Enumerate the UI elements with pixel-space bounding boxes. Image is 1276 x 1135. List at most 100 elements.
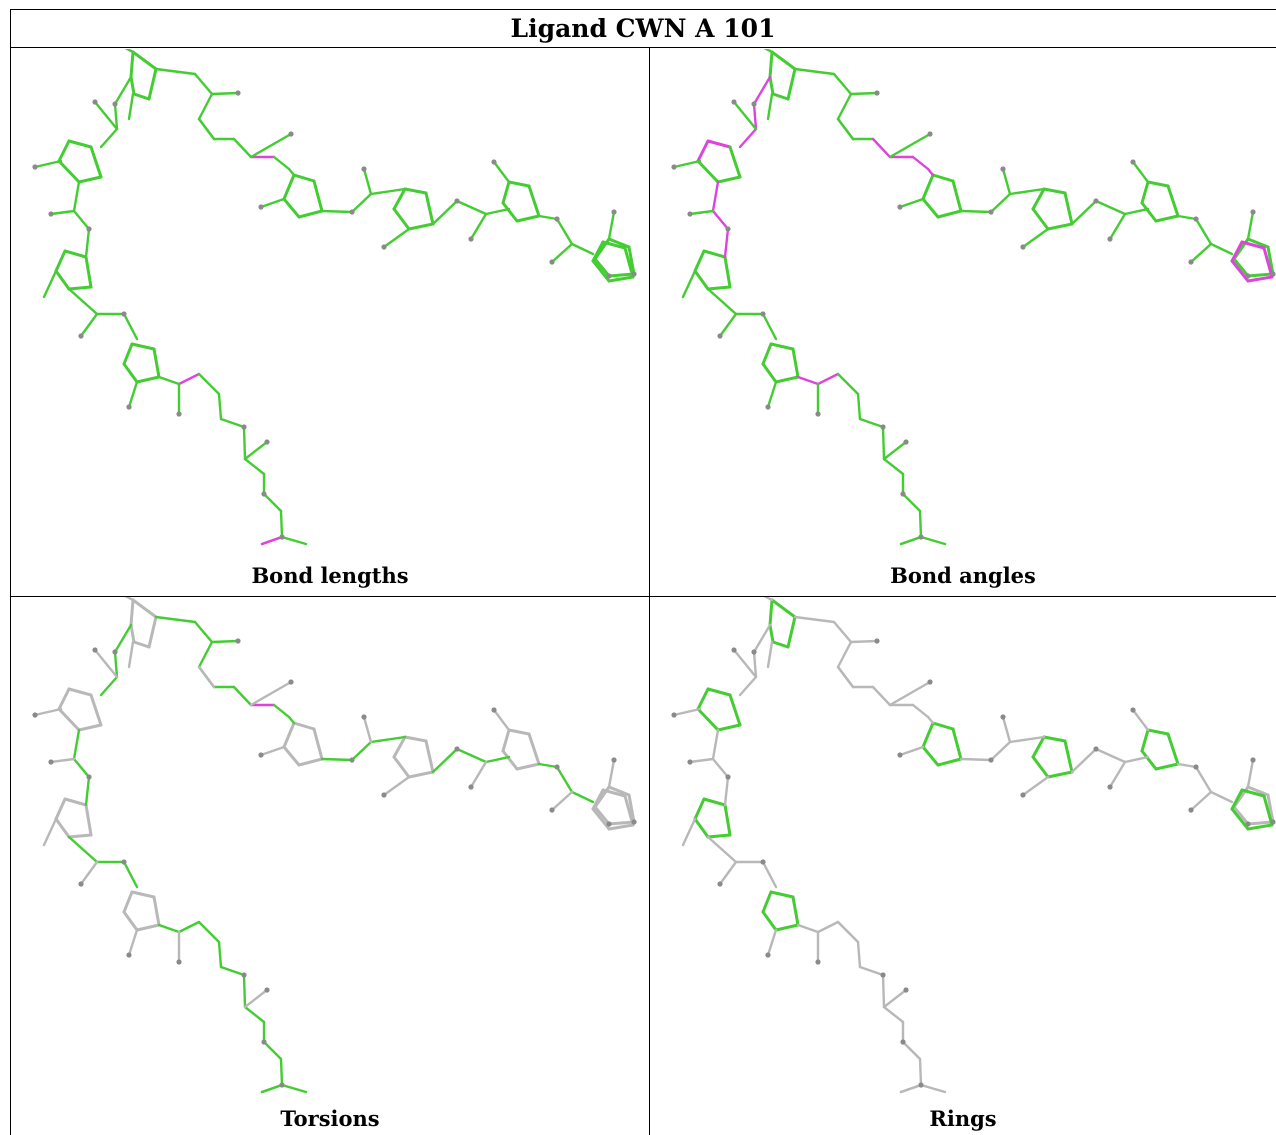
- bond-S14-0: [1108, 212, 1127, 241]
- atom-13: [1107, 236, 1113, 242]
- bond-R9-4: [591, 788, 605, 811]
- bond-R8-2: [607, 272, 636, 278]
- bond-L3-2: [122, 860, 139, 889]
- bond-R9-1: [1262, 794, 1274, 827]
- bond-R2-0: [706, 139, 732, 149]
- bond-S5-0: [681, 817, 697, 847]
- table-frame: [10, 9, 1276, 1135]
- bond-L0-1: [832, 620, 853, 644]
- bond-L4-0: [197, 640, 214, 669]
- bond-R9-2: [1246, 823, 1274, 831]
- bond-R6-3: [1031, 207, 1050, 231]
- bond-S15-0: [1131, 160, 1150, 184]
- bond-CL-0: [796, 923, 820, 934]
- panel-bond-lengths: Bond lengths: [11, 49, 649, 596]
- bond-R9-0: [1240, 240, 1266, 250]
- bond-R2-1: [728, 693, 742, 727]
- bond-R3-3: [54, 817, 71, 839]
- bond-L3-2: [761, 312, 778, 341]
- bond-S4-0: [79, 860, 99, 886]
- bond-L10-0: [881, 425, 886, 461]
- atom-5: [78, 333, 84, 339]
- atom-5: [717, 333, 723, 339]
- atom-25: [606, 821, 612, 827]
- bond-R4-3: [761, 910, 778, 932]
- atom-4: [32, 164, 38, 170]
- bond-S8-0: [882, 988, 908, 1009]
- bond-R4-2: [774, 375, 800, 384]
- atom-26: [631, 819, 637, 825]
- bond-HL-0: [871, 137, 892, 159]
- bond-R8-1: [1266, 793, 1275, 824]
- bond-S19-0: [766, 92, 774, 121]
- bond-R7-4: [501, 180, 511, 205]
- atom-7: [176, 411, 182, 417]
- atom-9: [288, 131, 294, 137]
- bond-R8-0: [607, 237, 631, 249]
- atom-5: [717, 881, 723, 887]
- molecule-diagram-rings: [671, 597, 1276, 1094]
- atom-14: [491, 707, 497, 713]
- atom-21: [279, 1082, 285, 1088]
- bond-R7-0: [507, 728, 531, 736]
- bond-L2-0: [711, 728, 720, 761]
- bond-L5-0: [911, 155, 930, 171]
- bond-R2-2: [77, 723, 103, 732]
- bond-S14-0: [469, 212, 488, 241]
- atom-5: [78, 881, 84, 887]
- bond-L7-1: [455, 747, 488, 764]
- bond-L8-2: [570, 790, 595, 804]
- atom-17: [86, 226, 92, 232]
- atom-17: [86, 774, 92, 780]
- atom-16: [1250, 209, 1256, 215]
- atom-1: [751, 649, 757, 655]
- bond-R3-3: [693, 269, 710, 291]
- bond-L7-2: [484, 755, 511, 764]
- bond-S4-0: [718, 312, 738, 338]
- bond-L8-1: [1194, 217, 1213, 246]
- atom-15: [1188, 807, 1194, 813]
- bond-R5-0: [292, 721, 316, 731]
- bond-EB-1: [899, 1083, 923, 1094]
- bond-R1-3: [768, 75, 775, 96]
- bond-L3-2: [122, 312, 139, 341]
- atom-22: [349, 209, 355, 215]
- bond-L6-2: [369, 735, 407, 744]
- bond-R7-2: [1154, 214, 1180, 223]
- bond-S11-0: [898, 745, 925, 757]
- bond-CL-1: [177, 920, 201, 934]
- bond-S11-0: [259, 745, 286, 757]
- panel-caption: Torsions: [280, 1106, 380, 1131]
- bond-L0-2: [210, 639, 240, 644]
- bond-CL-1: [177, 372, 201, 386]
- bond-R1-0: [131, 598, 158, 619]
- bond-R3-1: [723, 803, 732, 837]
- atom-10: [897, 204, 903, 210]
- atom-11: [361, 714, 367, 720]
- bond-R7-4: [1140, 180, 1150, 205]
- bond-L5-1: [287, 715, 296, 725]
- atom-7: [815, 959, 821, 965]
- bond-R9-1: [623, 246, 635, 279]
- bond-R2-4: [57, 139, 71, 163]
- bond-L2-0: [72, 728, 81, 761]
- bond-S13-0: [1021, 227, 1050, 249]
- bond-L4-0: [836, 640, 853, 669]
- atom-9: [288, 679, 294, 685]
- bond-S9-0: [836, 665, 855, 689]
- bond-R5-1: [951, 179, 963, 213]
- bond-S8-0: [243, 440, 269, 461]
- bond-R3-0: [702, 797, 727, 807]
- bond-L3-0: [67, 835, 99, 864]
- atom-25: [606, 273, 612, 279]
- atom-3: [48, 211, 54, 217]
- bond-R4-4: [122, 890, 134, 914]
- bond-R7-0: [1146, 728, 1170, 736]
- bond-CL-0: [157, 923, 181, 934]
- bond-L3-0: [67, 287, 99, 316]
- bond-R9-2: [607, 823, 635, 831]
- bond-S15-0: [492, 708, 511, 732]
- bond-R2-1: [89, 693, 103, 727]
- bond-L7-2: [1123, 755, 1150, 764]
- bond-R5-3: [282, 197, 301, 219]
